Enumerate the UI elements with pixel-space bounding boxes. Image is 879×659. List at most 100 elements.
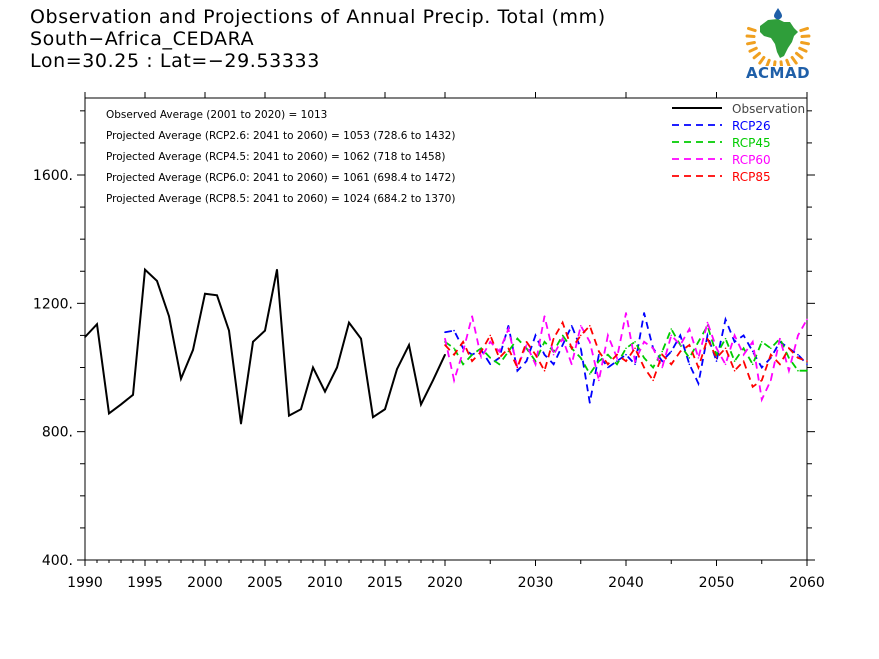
data-point-rcp60 [444,337,446,340]
data-point-rcp60 [760,398,763,401]
data-series [84,267,808,425]
data-point-rcp60 [724,363,727,366]
data-point-rcp85 [634,347,636,350]
data-point-rcp60 [643,341,645,343]
data-point-rcp45 [616,363,618,366]
data-point-rcp85 [779,363,781,366]
data-point-rcp85 [706,337,709,340]
data-point-rcp60 [570,363,573,366]
data-point-rcp85 [534,353,537,356]
series-line-rcp45 [444,323,807,376]
data-point-rcp85 [507,347,510,350]
data-point-rcp26 [453,329,455,332]
data-point-rcp60 [797,334,799,337]
data-point-rcp60 [453,379,455,382]
data-point-rcp60 [697,357,700,359]
sun-ray [747,26,757,33]
data-point-observation [348,321,350,324]
data-point-rcp85 [643,366,645,369]
data-point-rcp45 [770,347,772,350]
data-point-rcp45 [579,357,582,359]
data-point-rcp26 [715,360,718,362]
sun-ray [798,46,808,53]
legend-label-observation: Observation [732,102,805,116]
data-point-observation [132,393,134,396]
data-point-rcp85 [525,341,528,343]
data-point-rcp85 [670,363,673,366]
x-tick-label: 1990 [67,575,103,591]
data-point-observation [204,292,206,295]
sun-ray [800,40,810,46]
data-point-rcp26 [543,353,546,356]
data-point-rcp45 [643,357,645,359]
data-point-rcp60 [552,353,555,356]
data-point-rcp60 [679,344,682,346]
data-point-rcp60 [661,366,663,369]
data-point-rcp60 [561,337,564,340]
data-point-rcp26 [742,334,745,337]
data-point-rcp45 [806,369,808,372]
data-point-rcp60 [779,337,781,340]
series-line-rcp26 [444,312,808,403]
data-point-rcp45 [742,347,745,350]
data-point-observation [144,268,146,271]
chart-legend: Observation RCP26 RCP45 RCP60 RCP85 [672,102,805,184]
data-point-observation [300,408,302,411]
legend-label-rcp85: RCP85 [732,170,771,184]
data-point-rcp45 [625,347,627,350]
data-point-rcp85 [688,344,691,346]
chart-title: Observation and Projections of Annual Pr… [30,6,606,28]
data-point-rcp60 [742,353,745,356]
sun-ray [794,51,804,60]
station-name: South−Africa_CEDARA [30,28,255,50]
data-point-rcp26 [688,363,691,366]
data-point-rcp85 [770,353,772,356]
data-point-observation [192,349,194,351]
sun-ray [752,51,762,60]
sun-ray [790,55,798,65]
data-point-rcp60 [806,318,808,321]
data-point-rcp26 [561,344,564,346]
y-tick-label: 400. [42,553,73,569]
data-point-rcp60 [634,360,636,362]
sun-ray [765,58,771,69]
data-point-observation [372,416,374,419]
data-point-rcp26 [489,363,492,366]
data-point-rcp85 [579,334,582,337]
statistics-annotation: Projected Average (RCP2.6: 2041 to 2060)… [106,130,455,142]
data-point-rcp85 [616,353,618,356]
data-point-rcp85 [607,363,609,366]
data-point-rcp45 [561,334,564,337]
x-tick-label: 2050 [699,575,735,591]
sun-ray [746,40,756,46]
data-point-observation [432,379,434,382]
data-point-rcp85 [444,344,446,346]
x-tick-label: 2015 [367,575,403,591]
data-point-rcp60 [462,350,464,353]
data-point-rcp26 [525,360,528,362]
data-point-rcp45 [598,360,600,362]
data-point-rcp60 [543,315,546,317]
data-point-rcp60 [480,357,483,359]
data-point-rcp45 [462,363,464,366]
data-point-rcp60 [770,379,772,382]
data-point-rcp45 [634,341,636,343]
data-point-rcp85 [480,350,483,353]
data-point-rcp60 [498,350,501,353]
data-point-rcp45 [697,341,700,343]
data-point-rcp85 [742,360,745,362]
data-point-observation [120,403,122,406]
data-point-rcp45 [516,337,519,340]
station-coordinates: Lon=30.25 : Lat=−29.53333 [30,50,320,72]
data-point-rcp60 [534,363,537,366]
statistics-annotation: Projected Average (RCP8.5: 2041 to 2060)… [106,193,455,205]
data-point-observation [156,280,158,282]
data-point-observation [420,403,422,406]
data-point-rcp26 [724,318,727,321]
data-point-rcp60 [525,344,528,346]
data-point-rcp45 [480,347,483,350]
data-point-observation [288,414,290,417]
data-point-rcp60 [579,324,582,327]
data-point-observation [384,408,386,411]
data-point-rcp85 [751,385,754,388]
